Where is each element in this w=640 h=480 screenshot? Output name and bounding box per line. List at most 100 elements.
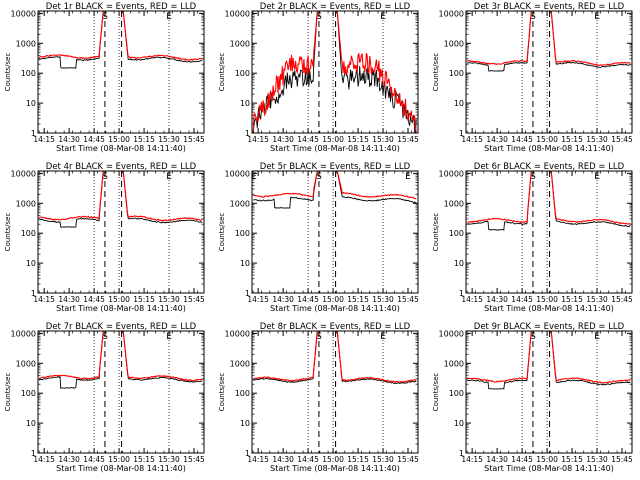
- y-tick-label: 1: [459, 449, 464, 458]
- interval-marker-label: S: [530, 12, 536, 22]
- x-tick-label: 15:00: [536, 295, 558, 304]
- y-tick-label: 1: [245, 449, 250, 458]
- y-tick-label: 1: [459, 289, 464, 298]
- x-axis-label: Start Time (08-Mar-08 14:11:40): [270, 144, 400, 153]
- y-tick-label: 10000: [11, 329, 36, 338]
- y-axis-label: Counts/sec: [218, 53, 226, 92]
- y-tick-label: 10000: [439, 169, 464, 178]
- x-tick-label: 15:15: [133, 295, 155, 304]
- y-tick-label: 10000: [225, 329, 250, 338]
- events-rate-line: [38, 331, 203, 389]
- y-tick-label: 10000: [439, 9, 464, 18]
- y-tick-label: 1: [31, 449, 36, 458]
- x-tick-label: 15:45: [397, 455, 419, 464]
- x-tick-label: 14:15: [33, 135, 55, 144]
- x-tick-label: 14:15: [461, 455, 483, 464]
- y-tick-label: 1000: [444, 39, 464, 48]
- x-tick-label: 14:45: [83, 295, 105, 304]
- y-tick-label: 1: [31, 129, 36, 138]
- y-tick-label: 10: [454, 99, 464, 108]
- y-tick-label: 100: [235, 389, 250, 398]
- y-tick-label: 100: [21, 69, 36, 78]
- lld-rate-line: [466, 11, 631, 66]
- x-tick-label: 15:00: [108, 135, 130, 144]
- x-tick-label: 14:45: [83, 135, 105, 144]
- y-tick-label: 100: [449, 229, 464, 238]
- events-rate-line: [252, 11, 417, 133]
- x-tick-label: 15:30: [586, 295, 608, 304]
- interval-marker-label: S: [530, 332, 536, 342]
- x-axis-label: Start Time (08-Mar-08 14:11:40): [484, 304, 614, 313]
- interval-marker-label: E: [166, 172, 172, 182]
- interval-marker-label: E: [594, 12, 600, 22]
- events-rate-line: [253, 171, 417, 209]
- x-tick-label: 15:45: [183, 135, 205, 144]
- interval-marker-label: S: [102, 332, 108, 342]
- x-tick-label: 15:30: [158, 455, 180, 464]
- x-tick-label: 14:30: [272, 135, 294, 144]
- x-tick-label: 15:00: [108, 295, 130, 304]
- events-rate-line: [467, 11, 631, 72]
- interval-marker-label: E: [380, 12, 386, 22]
- x-tick-label: 15:15: [133, 455, 155, 464]
- plot-frame: [37, 330, 205, 454]
- x-tick-label: 15:00: [536, 455, 558, 464]
- x-tick-label: 15:15: [347, 135, 369, 144]
- x-axis-label: Start Time (08-Mar-08 14:11:40): [56, 464, 186, 473]
- x-tick-label: 15:45: [611, 135, 633, 144]
- y-tick-label: 10: [26, 99, 36, 108]
- panel-title: Det 9r BLACK = Events, RED = LLD: [474, 322, 625, 332]
- y-tick-label: 100: [235, 229, 250, 238]
- y-tick-label: 100: [449, 69, 464, 78]
- interval-marker-label: E: [166, 12, 172, 22]
- y-tick-label: 1000: [444, 199, 464, 208]
- y-tick-label: 1: [245, 289, 250, 298]
- panel-title: Det 6r BLACK = Events, RED = LLD: [474, 162, 625, 172]
- x-axis-label: Start Time (08-Mar-08 14:11:40): [56, 304, 186, 313]
- x-axis-label: Start Time (08-Mar-08 14:11:40): [270, 464, 400, 473]
- x-tick-label: 15:45: [397, 295, 419, 304]
- events-rate-line: [252, 331, 417, 385]
- x-tick-label: 15:45: [183, 295, 205, 304]
- interval-marker-label: S: [102, 12, 108, 22]
- interval-marker-label: E: [405, 172, 411, 182]
- x-tick-label: 14:45: [83, 455, 105, 464]
- x-tick-label: 14:45: [297, 135, 319, 144]
- y-tick-label: 1000: [444, 359, 464, 368]
- x-tick-label: 15:15: [561, 295, 583, 304]
- x-axis-label: Start Time (08-Mar-08 14:11:40): [270, 304, 400, 313]
- panel-title: Det 4r BLACK = Events, RED = LLD: [46, 162, 197, 172]
- panel-title: Det 8r BLACK = Events, RED = LLD: [260, 322, 411, 332]
- plot-frame: [465, 170, 633, 294]
- x-tick-label: 15:15: [561, 135, 583, 144]
- y-tick-label: 10: [454, 419, 464, 428]
- x-tick-label: 14:45: [297, 295, 319, 304]
- x-axis-label: Start Time (08-Mar-08 14:11:40): [56, 144, 186, 153]
- x-tick-label: 14:45: [511, 135, 533, 144]
- plot-frame: [251, 330, 419, 454]
- y-tick-label: 10000: [439, 329, 464, 338]
- y-tick-label: 10: [26, 419, 36, 428]
- x-tick-label: 15:15: [347, 455, 369, 464]
- panel-title: Det 3r BLACK = Events, RED = LLD: [474, 2, 625, 12]
- y-tick-label: 10000: [225, 169, 250, 178]
- x-tick-label: 14:15: [461, 295, 483, 304]
- y-tick-label: 1: [31, 289, 36, 298]
- plot-frame: [251, 170, 419, 294]
- y-tick-label: 1000: [230, 359, 250, 368]
- lld-rate-line: [253, 331, 417, 383]
- y-axis-label: Counts/sec: [4, 373, 12, 412]
- interval-marker-label: S: [316, 172, 322, 182]
- x-tick-label: 15:00: [536, 135, 558, 144]
- y-axis-label: Counts/sec: [4, 53, 12, 92]
- y-axis-label: Counts/sec: [218, 373, 226, 412]
- x-tick-label: 15:30: [372, 455, 394, 464]
- interval-marker-label: S: [530, 172, 536, 182]
- x-tick-label: 15:30: [586, 455, 608, 464]
